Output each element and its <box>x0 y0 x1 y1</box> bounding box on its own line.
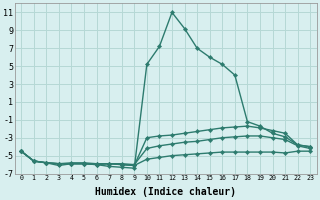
X-axis label: Humidex (Indice chaleur): Humidex (Indice chaleur) <box>95 186 236 197</box>
